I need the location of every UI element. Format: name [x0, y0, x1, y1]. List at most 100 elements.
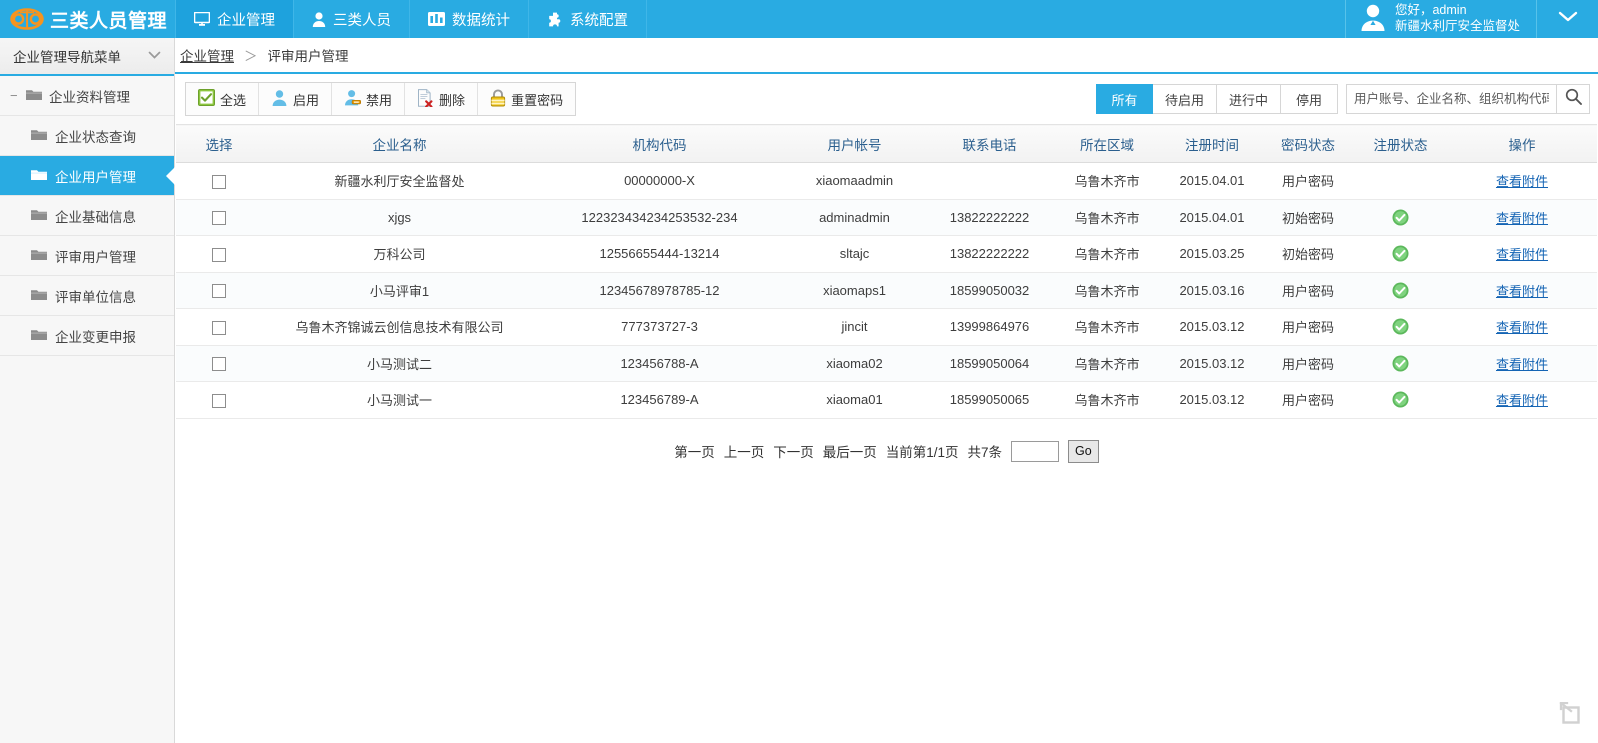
- cell-reg-status: [1354, 162, 1447, 200]
- sidebar-item-label: 企业状态查询: [55, 129, 136, 145]
- nav-tab-settings[interactable]: 系统配置: [529, 0, 647, 38]
- row-select-cell[interactable]: [176, 272, 262, 309]
- pager-last[interactable]: 最后一页: [822, 445, 877, 460]
- folder-icon: [31, 328, 47, 344]
- cell-region: 乌鲁木齐市: [1052, 272, 1162, 309]
- row-checkbox[interactable]: [212, 211, 226, 226]
- row-select-cell[interactable]: [176, 235, 262, 273]
- table-row[interactable]: xjgs 122323434234253532-234 adminadmin 1382…: [176, 199, 1597, 236]
- pager-first[interactable]: 第一页: [674, 445, 715, 460]
- user-avatar-icon: [1360, 3, 1386, 36]
- row-checkbox[interactable]: [212, 393, 226, 408]
- sidebar-group-enterprise-data[interactable]: − 企业资料管理: [0, 76, 174, 116]
- page-body: 企业管理导航菜单 − 企业资料管理 企业状态查询 企业用户管理: [0, 38, 1598, 743]
- select-all-button[interactable]: 全选: [186, 83, 260, 115]
- nav-tab-enterprise[interactable]: 企业管理: [175, 0, 294, 38]
- cell-reg-status: [1354, 199, 1447, 236]
- nav-tab-statistics[interactable]: 数据统计: [410, 0, 529, 38]
- table-row[interactable]: 乌鲁木齐锦诚云创信息技术有限公司 777373727-3 jincit 1399986…: [176, 308, 1597, 346]
- column-header-account: 用户帐号: [782, 124, 927, 163]
- chevron-down-icon: [1558, 10, 1578, 28]
- cell-reg-time: 2015.04.01: [1162, 199, 1262, 236]
- table-row[interactable]: 新疆水利厅安全监督处 00000000-X xiaomaadmin 乌鲁木齐市 2015…: [176, 162, 1597, 200]
- cell-pwd-status: 用户密码: [1262, 272, 1354, 309]
- sidebar-item-enterprise-change-request[interactable]: 企业变更申报: [0, 316, 174, 356]
- column-header-region: 所在区域: [1052, 124, 1162, 163]
- enable-button[interactable]: 启用: [259, 83, 333, 115]
- filter-tab-in-progress[interactable]: 进行中: [1216, 84, 1281, 114]
- cell-region: 乌鲁木齐市: [1052, 345, 1162, 382]
- check-square-icon: [198, 89, 215, 109]
- sidebar-item-review-org-info[interactable]: 评审单位信息: [0, 276, 174, 316]
- delete-button[interactable]: 删除: [405, 83, 479, 115]
- table-row[interactable]: 小马测试二 123456788-A xiaoma02 18599050064 乌鲁木齐市…: [176, 345, 1597, 382]
- row-select-cell[interactable]: [176, 381, 262, 419]
- pager-go-button[interactable]: Go: [1068, 439, 1099, 463]
- view-attachment-link[interactable]: 查看附件: [1495, 356, 1548, 372]
- column-header-reg-status: 注册状态: [1354, 124, 1447, 163]
- chevron-down-icon[interactable]: [148, 50, 161, 62]
- status-filter-tabs: 所有 待启用 进行中 停用: [1095, 84, 1338, 114]
- cell-account: xiaoma01: [782, 381, 927, 419]
- monitor-icon: [194, 11, 210, 27]
- breadcrumb-root[interactable]: 企业管理: [180, 49, 234, 64]
- action-toolbar: 全选 启用 禁用 删除: [185, 82, 577, 116]
- table-row[interactable]: 万科公司 12556655444-13214 sltajc 13822222222 乌鲁…: [176, 235, 1597, 273]
- folder-icon: [31, 208, 47, 224]
- nav-tab-personnel[interactable]: 三类人员: [294, 0, 410, 38]
- row-select-cell[interactable]: [176, 162, 262, 200]
- user-disable-icon: [344, 89, 362, 109]
- pager-next[interactable]: 下一页: [773, 445, 814, 460]
- table-row[interactable]: 小马测试一 123456789-A xiaoma01 18599050065 乌鲁木齐市…: [176, 381, 1597, 419]
- user-dropdown-toggle[interactable]: [1536, 0, 1598, 38]
- sidebar-item-enterprise-users[interactable]: 企业用户管理: [0, 156, 174, 196]
- sidebar-group-label: 企业资料管理: [49, 89, 130, 105]
- user-menu[interactable]: 您好，admin 新疆水利厅安全监督处: [1344, 0, 1536, 38]
- collapse-toggle-icon[interactable]: −: [10, 88, 18, 103]
- view-attachment-link[interactable]: 查看附件: [1495, 283, 1548, 299]
- row-checkbox[interactable]: [212, 320, 226, 335]
- breadcrumb: 企业管理 ＞ 评审用户管理: [175, 38, 1598, 74]
- row-select-cell[interactable]: [176, 345, 262, 382]
- disable-button[interactable]: 禁用: [332, 83, 406, 115]
- reset-password-button[interactable]: 重置密码: [478, 83, 575, 115]
- cell-pwd-status: 初始密码: [1262, 199, 1354, 236]
- app-logo[interactable]: 三类人员管理: [0, 0, 175, 38]
- view-attachment-link[interactable]: 查看附件: [1495, 210, 1548, 226]
- nav-tab-label: 系统配置: [570, 12, 628, 29]
- row-checkbox[interactable]: [212, 247, 226, 262]
- view-attachment-link[interactable]: 查看附件: [1495, 174, 1548, 190]
- pager-jump-input[interactable]: [1011, 440, 1060, 462]
- view-attachment-link[interactable]: 查看附件: [1495, 320, 1548, 336]
- pager-total-count: 共7条: [967, 445, 1003, 460]
- sidebar-item-review-users[interactable]: 评审用户管理: [0, 236, 174, 276]
- filter-tab-stopped[interactable]: 停用: [1281, 84, 1338, 114]
- expand-icon[interactable]: [1558, 701, 1580, 729]
- filter-tab-pending[interactable]: 待启用: [1152, 84, 1217, 114]
- row-checkbox[interactable]: [212, 284, 226, 299]
- row-checkbox[interactable]: [212, 174, 226, 189]
- row-checkbox[interactable]: [212, 357, 226, 372]
- pager-prev[interactable]: 上一页: [723, 445, 765, 460]
- sidebar-item-label: 企业变更申报: [55, 329, 136, 345]
- sidebar-header[interactable]: 企业管理导航菜单: [0, 38, 174, 76]
- view-attachment-link[interactable]: 查看附件: [1495, 247, 1548, 263]
- view-attachment-link[interactable]: 查看附件: [1495, 393, 1548, 409]
- filter-tab-all[interactable]: 所有: [1095, 84, 1153, 114]
- main-content: 企业管理 ＞ 评审用户管理 全选 启用: [175, 38, 1598, 743]
- row-select-cell[interactable]: [176, 308, 262, 346]
- cell-reg-status: [1354, 235, 1447, 273]
- search-input[interactable]: [1346, 84, 1556, 114]
- sidebar-item-enterprise-basic-info[interactable]: 企业基础信息: [0, 196, 174, 236]
- search-button[interactable]: [1556, 84, 1590, 114]
- nav-tab-label: 三类人员: [333, 12, 391, 29]
- cell-account: xiaomaadmin: [782, 162, 927, 200]
- row-select-cell[interactable]: [176, 199, 262, 236]
- cell-account: jincit: [782, 308, 927, 346]
- column-header-actions: 操作: [1447, 124, 1597, 163]
- cell-account: adminadmin: [782, 199, 927, 236]
- sidebar-item-enterprise-status[interactable]: 企业状态查询: [0, 116, 174, 156]
- cell-actions: 查看附件: [1447, 235, 1597, 273]
- table-row[interactable]: 小马评审1 12345678978785-12 xiaomaps1 185990500…: [176, 272, 1597, 309]
- top-bar: 三类人员管理 企业管理 三类人员 数据统计 系统配置: [0, 0, 1598, 38]
